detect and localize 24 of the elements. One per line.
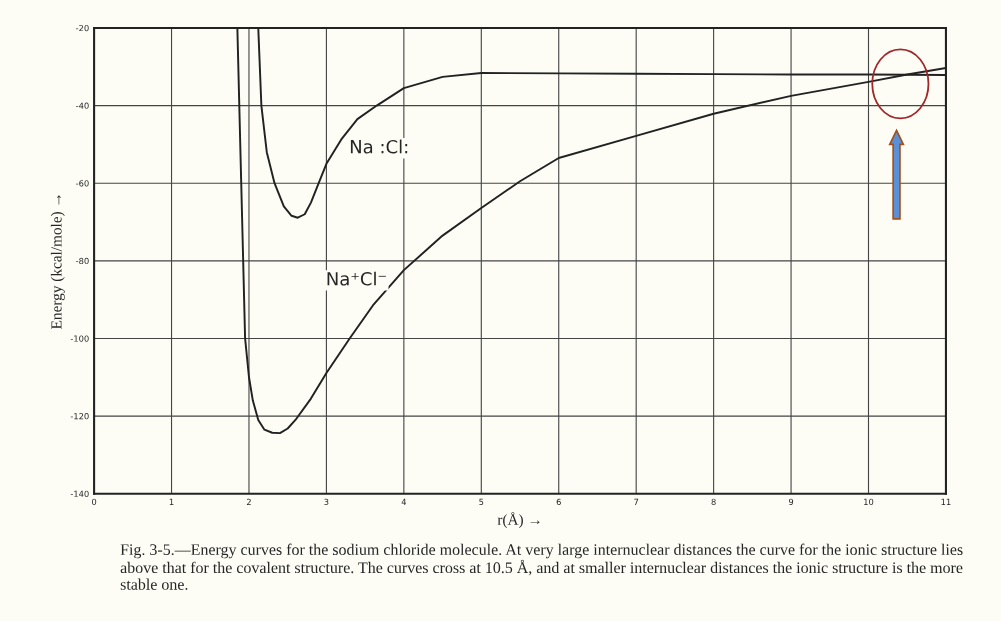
- x-tick-label: 3: [324, 498, 329, 506]
- x-tick-label: 0: [91, 498, 97, 506]
- y-tick-label: -80: [76, 257, 89, 265]
- x-tick-label: 2: [246, 498, 251, 505]
- x-tick-label: 8: [711, 498, 716, 506]
- x-tick-label: 11: [941, 498, 951, 505]
- x-tick-label: 4: [401, 498, 407, 505]
- series-label: Na :Cl:: [350, 139, 408, 154]
- x-tick-label: 1: [169, 498, 174, 505]
- y-tick-label: -120: [70, 413, 89, 420]
- series-label: Na⁺Cl⁻: [327, 271, 386, 286]
- y-tick-label: -60: [76, 180, 89, 187]
- x-tick-label: 6: [556, 498, 561, 506]
- y-tick-label: -40: [76, 102, 89, 109]
- y-axis-title: Energy (kcal/mole) →: [50, 195, 65, 329]
- x-tick-label: 9: [788, 498, 794, 506]
- caption: Fig. 3-5.—Energy curves for the sodium chloride molecule. At very large internuclear distances the curve for the ionic structure lies above that for the covalent structure. The curves cross at 10.5 Å, and at smaller internuclear distances the ionic structure is the more stable one.: [120, 543, 963, 590]
- x-tick-label: 7: [634, 498, 639, 505]
- y-tick-label: -140: [70, 490, 89, 497]
- x-tick-label: 10: [864, 498, 874, 506]
- y-tick-label: -100: [70, 335, 89, 342]
- x-tick-label: 5: [479, 498, 484, 506]
- y-tick-label: -20: [76, 24, 89, 32]
- x-axis-title: r(Å) →: [497, 512, 540, 529]
